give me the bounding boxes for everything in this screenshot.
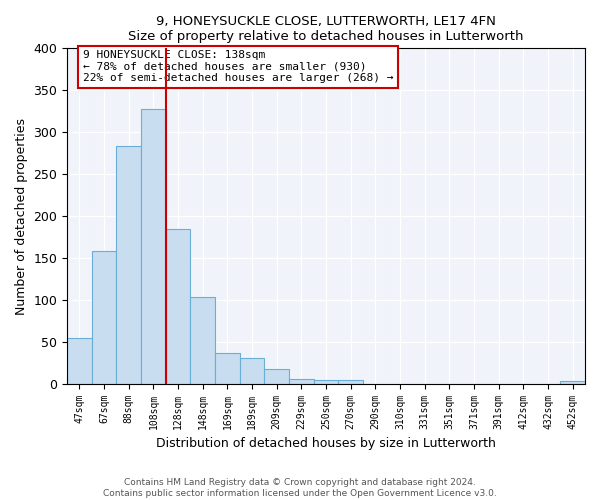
Bar (265, 368, 289, 384)
Bar (166, 228, 190, 384)
Bar (240, 358, 265, 384)
Y-axis label: Number of detached properties: Number of detached properties (15, 118, 28, 314)
X-axis label: Distribution of detached houses by size in Lutterworth: Distribution of detached houses by size … (156, 437, 496, 450)
Bar (116, 146, 141, 384)
Bar (92, 251, 116, 384)
Bar (190, 298, 215, 384)
Bar (560, 381, 585, 384)
Text: Contains HM Land Registry data © Crown copyright and database right 2024.
Contai: Contains HM Land Registry data © Crown c… (103, 478, 497, 498)
Text: 9 HONEYSUCKLE CLOSE: 138sqm
← 78% of detached houses are smaller (930)
22% of se: 9 HONEYSUCKLE CLOSE: 138sqm ← 78% of det… (83, 50, 393, 83)
Bar (67, 338, 92, 384)
Bar (141, 108, 166, 384)
Bar (215, 352, 240, 384)
Title: 9, HONEYSUCKLE CLOSE, LUTTERWORTH, LE17 4FN
Size of property relative to detache: 9, HONEYSUCKLE CLOSE, LUTTERWORTH, LE17 … (128, 15, 524, 43)
Bar (314, 380, 338, 384)
Bar (289, 378, 314, 384)
Bar (338, 380, 363, 384)
